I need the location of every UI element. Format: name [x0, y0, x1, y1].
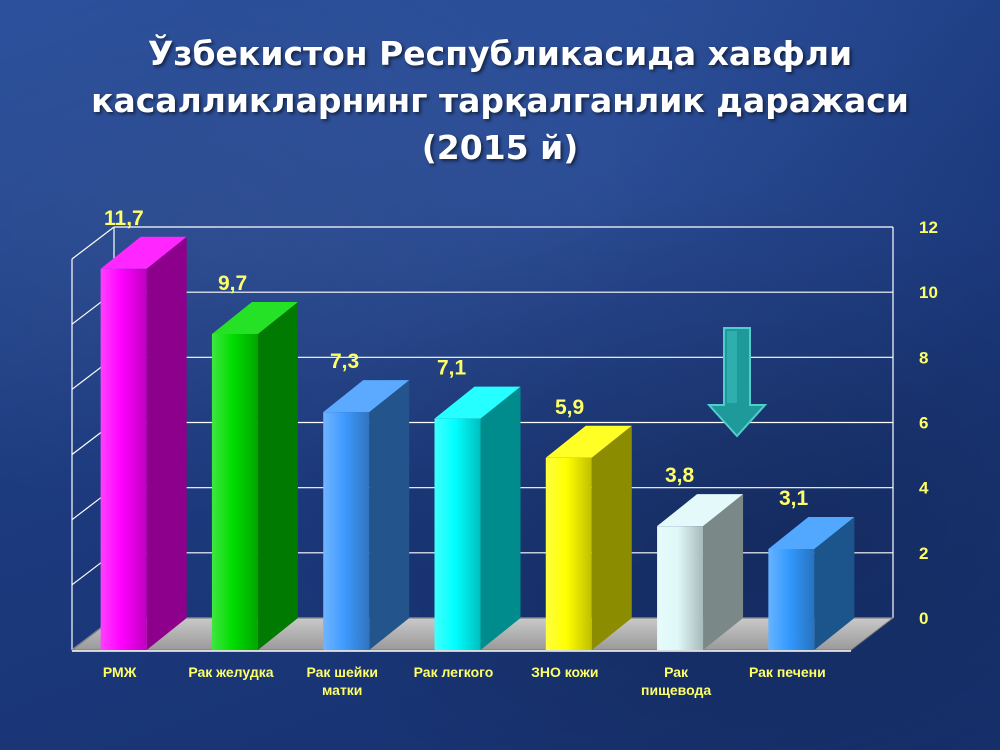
down-arrow-icon	[706, 327, 768, 438]
bar-front	[657, 526, 704, 650]
bar-side	[591, 425, 632, 650]
bar-series	[100, 236, 855, 650]
data-label: 3,1	[779, 487, 809, 510]
bar-side	[480, 386, 521, 650]
y-tick-label: 10	[919, 283, 938, 302]
data-label: 9,7	[218, 272, 247, 295]
category-label: Рак желудка	[188, 664, 273, 680]
y-tick-label: 6	[919, 414, 928, 433]
data-label: 3,8	[665, 464, 695, 487]
y-tick-label: 0	[919, 609, 928, 628]
bar	[100, 236, 187, 650]
bar-top	[323, 380, 410, 413]
y-tick-label: 2	[919, 544, 928, 563]
bar-front	[545, 457, 592, 650]
bar	[657, 494, 744, 650]
title-line-1: Ўзбекистон Республикасида хавфли	[147, 34, 853, 73]
bar	[434, 386, 521, 650]
data-label: 11,7	[104, 207, 144, 230]
y-tick-label: 8	[919, 348, 928, 367]
bar	[545, 425, 632, 650]
data-label: 7,3	[330, 350, 359, 373]
y-tick-label: 12	[919, 218, 938, 237]
y-tick-label: 4	[919, 479, 929, 498]
bar-top	[768, 516, 855, 549]
category-label: Рак пищевода	[641, 664, 711, 698]
bar-side	[703, 494, 744, 650]
category-label: Рак легкого	[414, 664, 494, 680]
bar-side	[814, 516, 855, 650]
category-label: ЗНО кожи	[531, 664, 598, 680]
annotation-layer	[706, 327, 768, 438]
bar-front	[211, 333, 258, 650]
chart-title: Ўзбекистон Республикасида хавфли касалли…	[0, 30, 1000, 171]
y-axis-ticks: 0 2 4 6 8 10 12	[919, 218, 938, 628]
category-label: Рак шейки матки	[306, 664, 378, 698]
bar-side	[369, 380, 410, 650]
bar-top	[100, 236, 187, 269]
bar-front	[768, 548, 815, 650]
bar-front	[323, 412, 370, 650]
bar-top	[657, 494, 744, 527]
category-label: Рак печени	[749, 664, 826, 680]
bar-side	[257, 301, 298, 650]
side-gridline	[71, 226, 115, 260]
title-line-3: (2015 й)	[421, 128, 579, 167]
bar-side	[146, 236, 187, 650]
bar-front	[434, 418, 481, 650]
title-line-2: касалликларнинг тарқалганлик даражаси	[91, 81, 909, 120]
bar	[211, 301, 298, 650]
bar-top	[211, 301, 298, 334]
category-label: РМЖ	[103, 664, 137, 680]
data-labels: 11,7 9,7 7,3 7,1 5,9 3,8 3,1	[104, 207, 809, 510]
bar-front	[100, 268, 147, 650]
bar-top	[545, 425, 632, 458]
bar	[323, 380, 410, 650]
data-label: 7,1	[437, 357, 467, 380]
x-axis-categories: РМЖ Рак желудка Рак шейки матки Рак легкого З…	[103, 664, 826, 698]
bar	[768, 516, 855, 650]
data-label: 5,9	[555, 396, 584, 419]
bar-top	[434, 386, 521, 419]
